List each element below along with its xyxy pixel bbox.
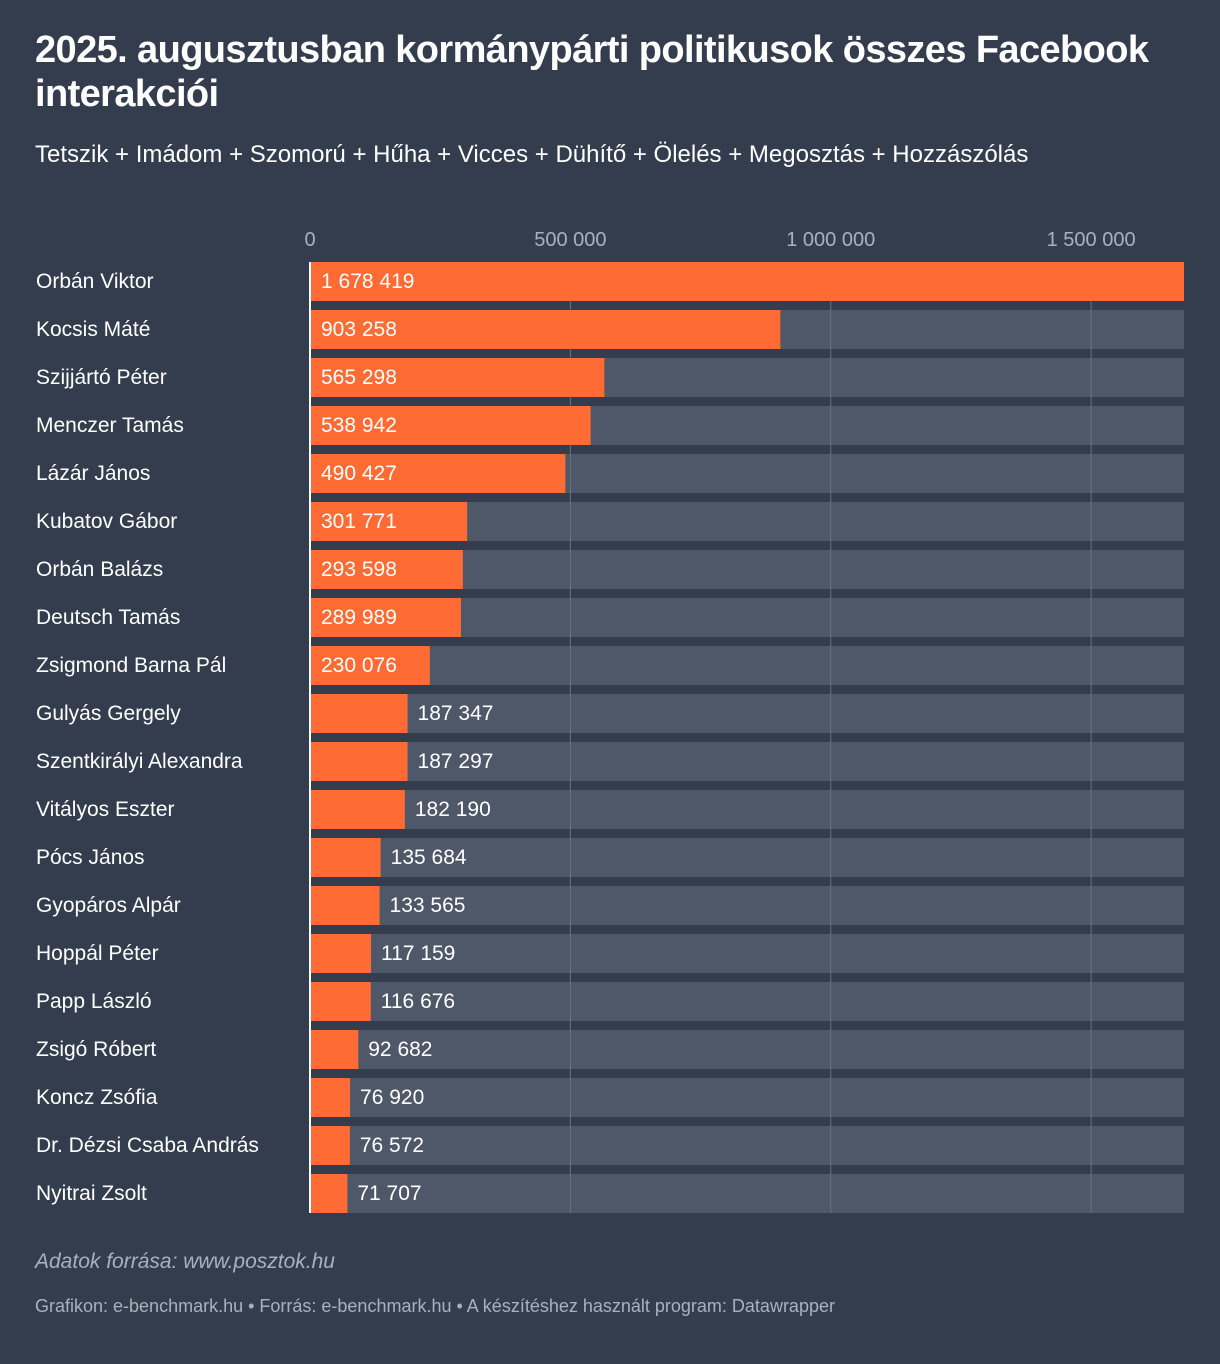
bar-value-label: 133 565 bbox=[390, 894, 466, 917]
bar-track bbox=[310, 838, 1184, 877]
bar-value-label: 490 427 bbox=[321, 462, 397, 485]
category-label: Menczer Tamás bbox=[36, 414, 184, 437]
bar-track bbox=[310, 790, 1184, 829]
category-label: Gulyás Gergely bbox=[36, 702, 181, 725]
x-tick-label: 0 bbox=[304, 229, 315, 251]
bar-value-label: 293 598 bbox=[321, 558, 397, 581]
bars bbox=[310, 262, 1184, 1213]
gridlines bbox=[569, 262, 1092, 1213]
bar bbox=[310, 934, 372, 973]
category-label: Nyitrai Zsolt bbox=[36, 1182, 147, 1205]
chart-subtitle: Tetszik + Imádom + Szomorú + Hűha + Vicc… bbox=[35, 141, 1029, 168]
footer-credits: Grafikon: e-benchmark.hu • Forrás: e-ben… bbox=[35, 1296, 835, 1316]
bar-value-label: 903 258 bbox=[321, 318, 397, 341]
bar-track bbox=[310, 1078, 1184, 1117]
bar bbox=[310, 550, 463, 589]
bar-value-label: 187 347 bbox=[418, 702, 494, 725]
category-label: Vitályos Eszter bbox=[36, 798, 175, 821]
bar bbox=[310, 838, 381, 877]
category-label: Szijjártó Péter bbox=[36, 366, 167, 389]
bar-track bbox=[310, 646, 1184, 685]
bar-value-label: 565 298 bbox=[321, 366, 397, 389]
bar bbox=[310, 886, 380, 925]
category-label: Orbán Balázs bbox=[36, 558, 163, 581]
bar bbox=[310, 1174, 348, 1213]
bar bbox=[310, 406, 591, 445]
bar-value-label: 135 684 bbox=[391, 846, 467, 869]
bar-value-label: 117 159 bbox=[381, 942, 455, 965]
category-label: Zsigó Róbert bbox=[36, 1038, 156, 1061]
chart-title: 2025. augusztusban kormánypárti politiku… bbox=[35, 29, 1149, 115]
bar-value-label: 301 771 bbox=[321, 510, 397, 533]
bar-track bbox=[310, 742, 1184, 781]
bar-track bbox=[310, 1030, 1184, 1069]
bar bbox=[310, 1030, 359, 1069]
bar-value-label: 71 707 bbox=[357, 1182, 421, 1205]
category-label: Zsigmond Barna Pál bbox=[36, 654, 226, 677]
bar bbox=[310, 502, 468, 541]
bar-track bbox=[310, 934, 1184, 973]
category-label: Deutsch Tamás bbox=[36, 606, 180, 629]
x-tick-label: 1 000 000 bbox=[786, 229, 875, 251]
bar-value-label: 92 682 bbox=[368, 1038, 432, 1061]
category-label: Orbán Viktor bbox=[36, 270, 154, 293]
bar-value-label: 538 942 bbox=[321, 414, 397, 437]
bar-value-label: 76 572 bbox=[360, 1134, 424, 1157]
bar-tracks bbox=[310, 262, 1184, 1213]
category-label: Koncz Zsófia bbox=[36, 1086, 158, 1109]
x-axis-ticks: 0 500 000 1 000 000 1 500 000 bbox=[304, 229, 1136, 1213]
category-label: Hoppál Péter bbox=[36, 942, 159, 965]
bar bbox=[310, 262, 1184, 301]
bar-value-label: 1 678 419 bbox=[321, 270, 414, 293]
bar bbox=[310, 790, 405, 829]
bar-track bbox=[310, 886, 1184, 925]
category-label: Kocsis Máté bbox=[36, 318, 150, 341]
bar-track bbox=[310, 982, 1184, 1021]
bar bbox=[310, 454, 566, 493]
bar-track bbox=[310, 1126, 1184, 1165]
category-label: Lázár János bbox=[36, 462, 150, 485]
x-tick-label: 500 000 bbox=[534, 229, 606, 251]
category-label: Pócs János bbox=[36, 846, 145, 869]
data-source-note: Adatok forrása: www.posztok.hu bbox=[35, 1250, 335, 1273]
bar bbox=[310, 1078, 351, 1117]
bar-chart: 0 500 000 1 000 000 1 500 000 Orbán Viktor K… bbox=[36, 229, 1184, 1213]
bar bbox=[310, 358, 605, 397]
value-labels: 1 678 419 903 258 565 298 538 942 490 427 301… bbox=[321, 270, 493, 1205]
bar-value-label: 289 989 bbox=[321, 606, 397, 629]
category-label: Dr. Dézsi Csaba András bbox=[36, 1134, 259, 1157]
bar-value-label: 182 190 bbox=[415, 798, 491, 821]
category-label: Papp László bbox=[36, 990, 152, 1013]
x-tick-label: 1 500 000 bbox=[1047, 229, 1136, 251]
bar-value-label: 230 076 bbox=[321, 654, 397, 677]
bar-track bbox=[310, 1174, 1184, 1213]
bar bbox=[310, 742, 408, 781]
bar bbox=[310, 598, 462, 637]
bar-value-label: 187 297 bbox=[418, 750, 494, 773]
bar bbox=[310, 310, 781, 349]
bar bbox=[310, 646, 430, 685]
bar-value-label: 116 676 bbox=[381, 990, 455, 1013]
row-labels: Orbán Viktor Kocsis Máté Szijjártó Péter Me… bbox=[36, 270, 259, 1205]
category-label: Szentkirályi Alexandra bbox=[36, 750, 243, 773]
category-label: Gyopáros Alpár bbox=[36, 894, 181, 917]
bar bbox=[310, 1126, 350, 1165]
bar-value-label: 76 920 bbox=[360, 1086, 424, 1109]
bar-track bbox=[310, 694, 1184, 733]
bar bbox=[310, 694, 408, 733]
bar bbox=[310, 982, 371, 1021]
category-label: Kubatov Gábor bbox=[36, 510, 177, 533]
